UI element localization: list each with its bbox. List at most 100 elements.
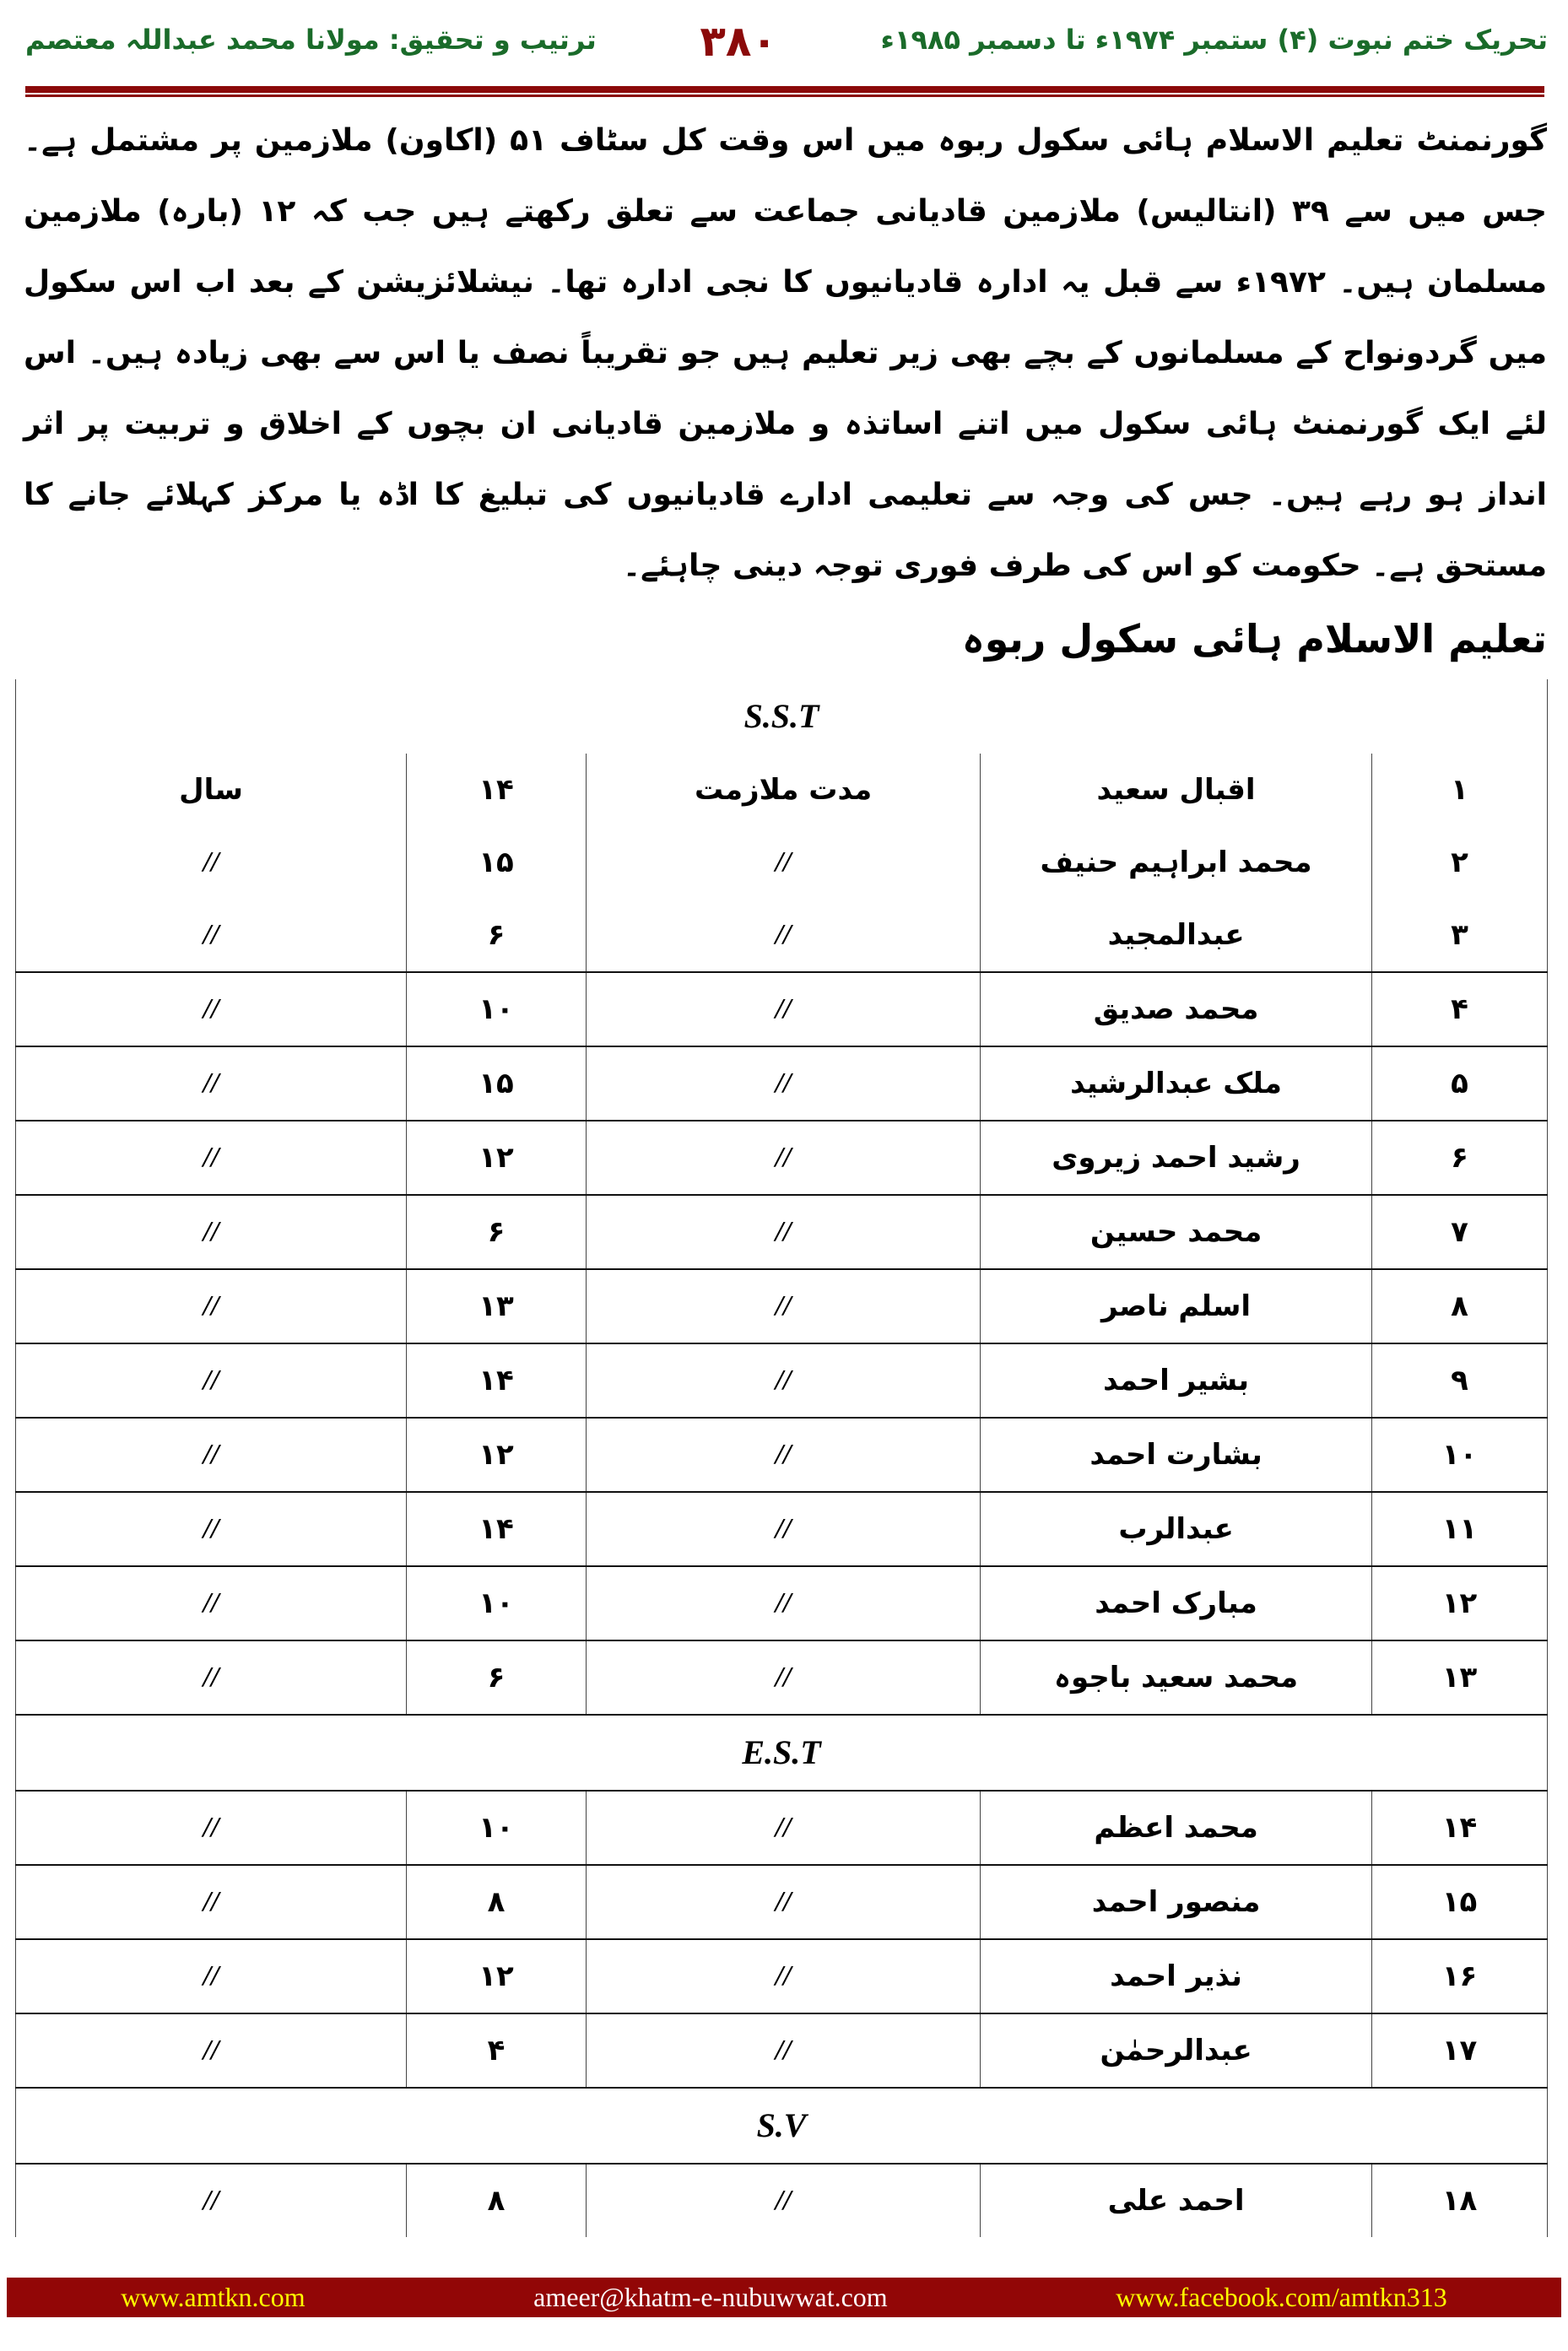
name-cell: محمد سعید باجوہ [980,1640,1373,1715]
tenure-cell: // [586,826,981,899]
years-cell: ۶ [406,1640,587,1715]
table-row: ۹ بشیر احمد//۱۴// [14,1343,1549,1418]
table-title: تعلیم الاسلام ہائی سکول ربوہ [961,616,1547,662]
serial-cell: ۹ [1371,1343,1549,1418]
tenure-cell: // [586,2163,981,2237]
unit-cell: // [14,1343,408,1418]
staff-table: S.S.T ۱ اقبال سعید مدت ملازمت ۱۴ سال ۲ محمد ابر… [14,679,1549,2237]
table-row: ۲ محمد ابراہیم حنیف//۱۵// [14,826,1549,899]
tenure-cell: // [586,1268,981,1343]
tenure-cell: // [586,899,981,972]
footer-website-link[interactable]: www.amtkn.com [121,2282,305,2312]
table-row: ۱۵ منصور احمد//۸// [14,1864,1549,1939]
section-header-row: E.S.T [14,1714,1549,1791]
tenure-cell: // [586,1938,981,2013]
unit-cell: // [14,1417,408,1492]
serial-cell: ۱۷ [1371,2013,1549,2088]
years-cell: ۱۰ [406,971,587,1046]
years-cell: ۱۰ [406,1565,587,1640]
tenure-cell: // [586,1491,981,1566]
table-row: ۱۴ محمد اعظم//۱۰// [14,1790,1549,1865]
name-cell: ملک عبدالرشید [980,1046,1373,1121]
name-cell: عبدالرب [980,1491,1373,1566]
name-cell: اقبال سعید [980,754,1373,826]
name-cell: عبدالمجید [980,899,1373,972]
years-cell: ۱۴ [406,1491,587,1566]
header-divider-thin [25,95,1544,97]
serial-cell: ۱۵ [1371,1864,1549,1939]
tenure-cell: // [586,1417,981,1492]
tenure-cell: // [586,1864,981,1939]
table-row: ۸ اسلم ناصر//۱۳// [14,1268,1549,1343]
serial-cell: ۴ [1371,971,1549,1046]
name-cell: محمد حسین [980,1194,1373,1269]
serial-cell: ۱ [1371,754,1549,826]
unit-cell: // [14,1640,408,1715]
years-cell: ۱۲ [406,1938,587,2013]
years-cell: ۶ [406,1194,587,1269]
page-header: ترتیب و تحقیق: مولانا محمد عبداللہ معتصم… [0,0,1568,81]
name-cell: مبارک احمد [980,1565,1373,1640]
tenure-cell: // [586,2013,981,2088]
name-cell: بشیر احمد [980,1343,1373,1418]
years-cell: ۸ [406,1864,587,1939]
table-row: ۶ رشید احمد زیروی//۱۲// [14,1120,1549,1195]
unit-cell: // [14,1268,408,1343]
header-divider-thick [25,86,1544,93]
serial-cell: ۷ [1371,1194,1549,1269]
serial-cell: ۱۱ [1371,1491,1549,1566]
compiler-credit: ترتیب و تحقیق: مولانا محمد عبداللہ معتصم [25,24,597,56]
unit-cell: // [14,1864,408,1939]
footer-email-link[interactable]: ameer@khatm-e-nubuwwat.com [533,2282,888,2312]
tenure-cell: // [586,1790,981,1865]
section-label: S.V [14,2087,1549,2164]
tenure-cell: // [586,1640,981,1715]
tenure-cell: // [586,1120,981,1195]
serial-cell: ۶ [1371,1120,1549,1195]
years-cell: ۱۳ [406,1268,587,1343]
unit-cell: // [14,1790,408,1865]
table-row: ۱۸ احمد علی//۸// [14,2163,1549,2237]
years-cell: ۶ [406,899,587,972]
years-cell: ۸ [406,2163,587,2237]
serial-cell: ۳ [1371,899,1549,972]
table-row: ۱۷ عبدالرحمٰن//۴// [14,2013,1549,2088]
book-title: تحریک ختم نبوت (۴) ستمبر ۱۹۷۴ء تا دسمبر … [880,24,1548,56]
name-cell: اسلم ناصر [980,1268,1373,1343]
unit-cell: // [14,2163,408,2237]
name-cell: بشارت احمد [980,1417,1373,1492]
table-row: ۱۲ مبارک احمد//۱۰// [14,1565,1549,1640]
tenure-cell: // [586,1565,981,1640]
unit-cell: // [14,971,408,1046]
unit-cell: // [14,1194,408,1269]
tenure-cell: // [586,1046,981,1121]
name-cell: محمد اعظم [980,1790,1373,1865]
name-cell: رشید احمد زیروی [980,1120,1373,1195]
page-number: ۳۸۰ [700,17,777,66]
years-cell: ۱۵ [406,826,587,899]
unit-cell: // [14,826,408,899]
table-row: ۱ اقبال سعید مدت ملازمت ۱۴ سال [14,754,1549,826]
table-row: ۱۶ نذیر احمد//۱۲// [14,1938,1549,2013]
serial-cell: ۲ [1371,826,1549,899]
section-header-row: S.S.T [14,679,1549,754]
years-cell: ۱۴ [406,754,587,826]
serial-cell: ۱۲ [1371,1565,1549,1640]
footer-facebook-link[interactable]: www.facebook.com/amtkn313 [1116,2282,1447,2312]
years-cell: ۴ [406,2013,587,2088]
table-row: ۵ ملک عبدالرشید//۱۵// [14,1046,1549,1121]
years-cell: ۱۲ [406,1417,587,1492]
name-cell: نذیر احمد [980,1938,1373,2013]
table-row: ۷ محمد حسین//۶// [14,1194,1549,1269]
body-paragraph: گورنمنٹ تعلیم الاسلام ہائی سکول ربوہ میں… [24,123,1548,583]
unit-cell: // [14,1565,408,1640]
section-header-row: S.V [14,2087,1549,2164]
serial-cell: ۱۰ [1371,1417,1549,1492]
years-cell: ۱۴ [406,1343,587,1418]
name-cell: احمد علی [980,2163,1373,2237]
serial-cell: ۵ [1371,1046,1549,1121]
table-row: ۱۱ عبدالرب//۱۴// [14,1491,1549,1566]
table-row: ۴ محمد صدیق//۱۰// [14,971,1549,1046]
unit-cell: // [14,1120,408,1195]
serial-cell: ۸ [1371,1268,1549,1343]
